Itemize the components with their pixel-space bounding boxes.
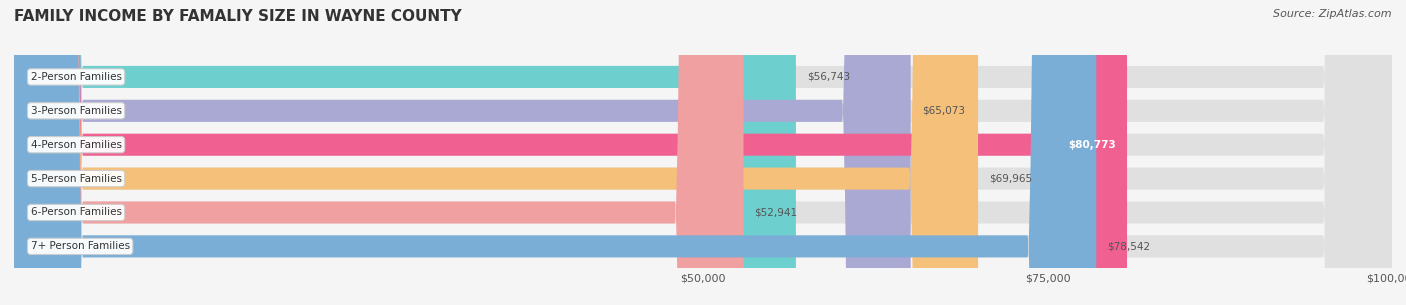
Text: FAMILY INCOME BY FAMALIY SIZE IN WAYNE COUNTY: FAMILY INCOME BY FAMALIY SIZE IN WAYNE C… [14, 9, 461, 24]
FancyBboxPatch shape [14, 0, 1128, 305]
FancyBboxPatch shape [14, 0, 1392, 305]
Text: $52,941: $52,941 [755, 207, 797, 217]
FancyBboxPatch shape [14, 0, 1392, 305]
Text: $56,743: $56,743 [807, 72, 851, 82]
FancyBboxPatch shape [14, 0, 979, 305]
FancyBboxPatch shape [14, 0, 1392, 305]
Text: $69,965: $69,965 [988, 174, 1032, 184]
Text: 5-Person Families: 5-Person Families [31, 174, 121, 184]
FancyBboxPatch shape [14, 0, 1392, 305]
Text: 3-Person Families: 3-Person Families [31, 106, 121, 116]
Text: $80,773: $80,773 [1069, 140, 1116, 150]
Text: Source: ZipAtlas.com: Source: ZipAtlas.com [1274, 9, 1392, 19]
Text: 4-Person Families: 4-Person Families [31, 140, 121, 150]
Text: 6-Person Families: 6-Person Families [31, 207, 121, 217]
FancyBboxPatch shape [14, 0, 911, 305]
Text: 7+ Person Families: 7+ Person Families [31, 241, 129, 251]
FancyBboxPatch shape [14, 0, 1392, 305]
FancyBboxPatch shape [14, 0, 1392, 305]
FancyBboxPatch shape [14, 0, 744, 305]
Text: $65,073: $65,073 [922, 106, 965, 116]
FancyBboxPatch shape [14, 0, 1097, 305]
Text: 2-Person Families: 2-Person Families [31, 72, 121, 82]
FancyBboxPatch shape [14, 0, 796, 305]
Text: $78,542: $78,542 [1108, 241, 1150, 251]
